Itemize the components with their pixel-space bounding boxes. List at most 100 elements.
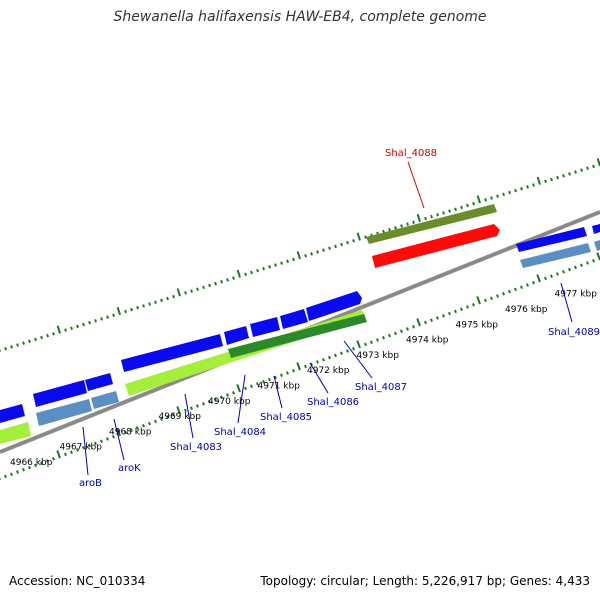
outer-ring-tick [484, 198, 487, 202]
outer-ring-tick [280, 261, 283, 265]
outer-ring-tick [586, 166, 589, 171]
gene-shal-4089-blue[interactable] [516, 227, 587, 252]
gene-shal-4088-red[interactable] [372, 224, 500, 268]
gene-label-shal-4085[interactable]: Shal_4085 [260, 412, 312, 423]
gene-label-shal-4086[interactable]: Shal_4086 [307, 397, 359, 408]
outer-ring-tick [166, 296, 169, 301]
inner-ring-tick [532, 281, 535, 285]
outer-ring-tick [82, 322, 85, 327]
outer-ring-tick [502, 192, 505, 197]
gene-shal-4085[interactable] [250, 317, 280, 337]
inner-ring-tick [376, 338, 379, 342]
outer-ring-tick [322, 248, 325, 252]
outer-ring-tick [412, 220, 415, 224]
kbp-label: 4974 kbp [406, 336, 449, 346]
cds-left-edge[interactable] [0, 422, 31, 444]
gene-shal-4087[interactable] [306, 291, 362, 321]
outer-ring-tick [40, 335, 43, 340]
cds-arok[interactable] [91, 391, 119, 409]
gene-label-shal-4083[interactable]: Shal_4083 [170, 442, 222, 453]
inner-ring-tick [88, 443, 91, 448]
outer-ring-tick [388, 227, 391, 232]
gene-label-shal-4087[interactable]: Shal_4087 [355, 382, 407, 393]
inner-ring-tick [520, 285, 523, 289]
inner-ring-tick [256, 382, 259, 386]
gene-left-edge[interactable] [0, 404, 25, 423]
inner-ring-tick [568, 267, 571, 272]
inner-ring-tick [46, 459, 49, 463]
inner-ring-tick [430, 318, 433, 322]
inner-ring-tick [166, 415, 169, 419]
outer-ring-tick [394, 226, 397, 230]
gene-label-arok[interactable]: aroK [118, 463, 141, 474]
gene-shal-4089-cds[interactable] [520, 243, 591, 268]
inner-ring-tick [394, 331, 397, 336]
gene-label-shal-4084[interactable]: Shal_4084 [214, 427, 266, 438]
inner-ring-tick [466, 305, 469, 309]
gene-shal-4088-olive[interactable] [366, 204, 497, 244]
gene-label-shal-4089[interactable]: Shal_4089 [548, 327, 600, 338]
inner-ring-tick [454, 309, 457, 314]
inner-ring-tick [28, 465, 31, 470]
inner-ring-tick [346, 349, 349, 353]
inner-ring-tick [370, 340, 373, 344]
cds-arob[interactable] [36, 399, 92, 426]
gene-arob[interactable] [33, 380, 87, 407]
outer-ring-tick [136, 306, 139, 310]
outer-ring-tick [520, 187, 523, 191]
outer-ring-tick [472, 201, 475, 206]
gene-shal-4086[interactable] [280, 309, 308, 329]
outer-ring-tick [250, 270, 253, 275]
inner-ring-tick [268, 377, 271, 382]
outer-ring-tick [64, 328, 67, 332]
gene-right-edge-blue[interactable] [592, 224, 600, 234]
outer-ring-tick [562, 173, 565, 178]
cds-darkgreen[interactable] [228, 314, 367, 358]
outer-ring-tick [214, 281, 217, 286]
inner-ring-tick [406, 327, 409, 331]
outer-ring-tick [304, 253, 307, 258]
inner-ring-tick [22, 468, 25, 472]
outer-ring-tick [400, 224, 403, 228]
inner-ring-tick [580, 263, 583, 267]
inner-ring-tick [550, 274, 553, 278]
inner-ring-tick [356, 340, 361, 349]
outer-ring-tick [496, 194, 499, 198]
outer-ring-tick [514, 188, 517, 193]
outer-ring-tick [130, 307, 133, 312]
kbp-label: 4969 kbp [159, 412, 202, 422]
outer-ring-tick [4, 346, 7, 351]
gene-shal-4083[interactable] [121, 334, 223, 372]
inner-ring-tick [274, 375, 277, 380]
gene-right-edge-cds[interactable] [594, 240, 600, 251]
outer-ring-tick [220, 280, 223, 284]
inner-ring-tick [236, 384, 241, 393]
inner-ring-tick [250, 384, 253, 388]
inner-ring-tick [106, 437, 109, 441]
gene-arok[interactable] [85, 373, 113, 391]
outer-ring-tick [508, 190, 511, 195]
gene-shal-4084[interactable] [224, 326, 249, 345]
outer-ring-tick [232, 276, 235, 280]
inner-ring-tick [388, 333, 391, 338]
inner-tick-ring [0, 252, 600, 480]
gene-label-arob[interactable]: aroB [79, 478, 102, 489]
inner-ring-tick [220, 395, 223, 399]
outer-ring-tick [310, 252, 313, 256]
outer-ring-tick [100, 317, 103, 321]
kbp-label: 4973 kbp [357, 351, 400, 361]
outer-ring-tick [160, 298, 163, 303]
kbp-label: 4966 kbp [10, 458, 53, 468]
outer-ring-tick [436, 213, 439, 217]
outer-ring-tick [292, 257, 295, 262]
inner-ring-tick [322, 358, 325, 362]
outer-ring-tick [406, 222, 409, 226]
inner-ring-tick [536, 274, 541, 283]
inner-ring-tick [526, 283, 529, 287]
outer-ring-tick [94, 319, 97, 323]
gene-label-shal-4088[interactable]: Shal_4088 [385, 148, 437, 159]
outer-ring-tick [52, 332, 55, 336]
outer-ring-tick [334, 244, 337, 249]
inner-ring-tick [544, 276, 547, 281]
